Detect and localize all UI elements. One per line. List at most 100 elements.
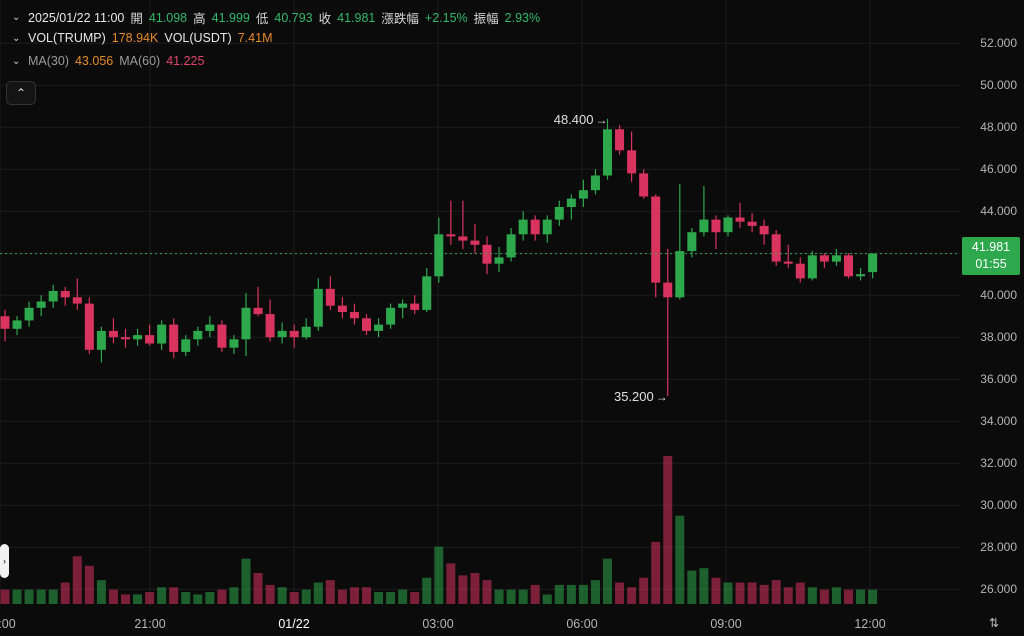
price-tick-label: 26.000 xyxy=(980,582,1017,596)
volume-bar xyxy=(651,541,661,604)
candle-body xyxy=(349,312,359,319)
price-tick-label: 46.000 xyxy=(980,162,1017,176)
volume-bar xyxy=(542,594,552,604)
candle-body xyxy=(12,320,22,329)
candle-body xyxy=(819,255,829,262)
volume-bar xyxy=(578,584,588,604)
candle-body xyxy=(627,150,637,174)
candle-body xyxy=(494,257,504,264)
candle-body xyxy=(699,219,709,233)
candle-body xyxy=(735,217,745,222)
time-axis: 18:00 21:00 01/22 03:00 06:00 09:00 12:00 xyxy=(0,617,886,631)
chevron-down-icon[interactable]: ⌄ xyxy=(12,32,21,44)
candle-body xyxy=(410,303,420,310)
volume-bar xyxy=(711,577,721,604)
price-tick-label: 50.000 xyxy=(980,78,1017,92)
price-tick-label: 32.000 xyxy=(980,456,1017,470)
volume-bar xyxy=(856,589,866,604)
low-value: 40.793 xyxy=(274,10,313,25)
collapse-indicators-button[interactable]: ⌃ xyxy=(6,81,36,105)
candle-body xyxy=(301,326,311,338)
volume-bar xyxy=(84,565,94,604)
close-label: 收 xyxy=(318,12,332,26)
candle-body xyxy=(289,330,299,338)
candle-body xyxy=(615,129,625,151)
ohlc-header-row: ⌄ 2025/01/22 11:00 開 41.098 高 41.999 低 4… xyxy=(12,8,540,27)
volume-bar xyxy=(96,580,106,604)
volume-bar xyxy=(687,570,697,604)
candle-body xyxy=(603,129,612,176)
close-value: 41.981 xyxy=(337,10,376,25)
volume-bar xyxy=(831,587,841,604)
candle-body xyxy=(60,291,70,298)
volume-bar xyxy=(566,584,576,604)
candle-body xyxy=(663,282,673,298)
volume-bar xyxy=(193,594,203,604)
candle-body xyxy=(639,173,649,197)
candle-body xyxy=(24,307,34,321)
volume-bar xyxy=(301,589,311,604)
candle-body xyxy=(145,335,155,344)
price-tick-label: 40.000 xyxy=(980,288,1017,302)
volume-bar xyxy=(265,584,275,604)
candle-body xyxy=(530,219,540,235)
low-marker-arrow: → xyxy=(656,390,668,404)
high-marker-arrow: → xyxy=(596,113,608,127)
volume-bar xyxy=(506,589,516,604)
candle-body xyxy=(265,314,275,338)
candle-body xyxy=(36,301,46,308)
candle-body xyxy=(711,219,721,233)
vol-base-label: VOL(TRUMP) xyxy=(28,31,106,45)
volume-bar xyxy=(530,584,540,604)
volume-bar xyxy=(819,589,829,604)
volume-bar xyxy=(699,568,709,604)
candle-body xyxy=(675,251,685,298)
price-tick-label: 48.000 xyxy=(980,120,1017,134)
time-tick-label: 03:00 xyxy=(422,617,453,631)
reset-scale-icon[interactable]: ⇅ xyxy=(988,616,1000,630)
volume-bar xyxy=(362,587,371,604)
time-tick-label: 21:00 xyxy=(134,617,165,631)
high-value: 41.999 xyxy=(211,10,250,25)
volume-bar xyxy=(410,592,420,604)
candle-body xyxy=(687,232,697,252)
volume-bar xyxy=(253,572,263,604)
candle-body xyxy=(241,307,251,340)
expand-side-panel-handle[interactable]: › xyxy=(0,544,9,578)
volume-bar xyxy=(121,594,130,604)
candle-body xyxy=(807,255,817,279)
candle-body xyxy=(446,234,456,237)
volume-bar xyxy=(590,580,600,604)
volume-bar xyxy=(36,589,46,604)
time-tick-label: 12:00 xyxy=(854,617,885,631)
volume-bar xyxy=(422,577,432,604)
price-tick-label: 30.000 xyxy=(980,498,1017,512)
price-tick-label: 34.000 xyxy=(980,414,1017,428)
volume-bars xyxy=(0,456,878,604)
candle-body xyxy=(205,324,215,331)
ma-header-row: ⌄ MA(30) 43.056 MA(60) 41.225 xyxy=(12,54,204,68)
candle-body xyxy=(868,253,878,273)
candle-body xyxy=(217,324,227,348)
candle-body xyxy=(747,221,757,226)
candles xyxy=(0,118,878,396)
volume-bar xyxy=(675,515,685,604)
candle-body xyxy=(313,288,323,327)
volume-bar xyxy=(145,592,155,604)
candle-body xyxy=(277,330,287,338)
volume-bar xyxy=(157,587,167,604)
price-tick-label: 38.000 xyxy=(980,330,1017,344)
volume-bar xyxy=(337,589,347,604)
volume-bar xyxy=(735,582,745,604)
chevron-down-icon[interactable]: ⌄ xyxy=(12,55,21,67)
time-tick-label: 01/22 xyxy=(278,617,309,631)
amplitude-label: 振幅 xyxy=(473,12,499,26)
chevron-down-icon[interactable]: ⌄ xyxy=(12,12,21,23)
volume-bar xyxy=(868,589,878,604)
candle-body xyxy=(386,307,396,325)
volume-bar xyxy=(494,589,504,604)
volume-bar xyxy=(807,587,817,604)
chevron-right-icon: › xyxy=(3,556,6,566)
candle-body xyxy=(651,196,661,283)
